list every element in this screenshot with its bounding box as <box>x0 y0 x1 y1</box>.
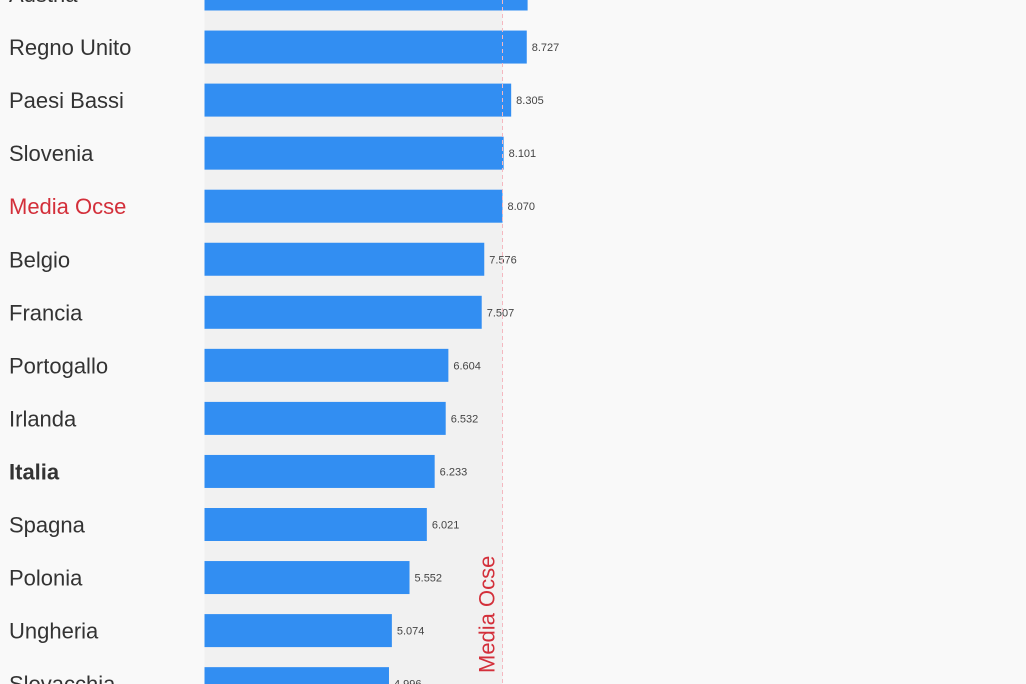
reference-line-label: Media Ocse <box>475 556 500 673</box>
value-label: 6.021 <box>432 520 460 532</box>
bar <box>204 614 392 648</box>
category-label: Irlanda <box>9 406 77 431</box>
bar <box>204 401 446 435</box>
category-label: Polonia <box>9 566 83 591</box>
bar <box>204 454 435 488</box>
bars-group: Austria Regno Unito 8.727 Paesi Bassi 8.305 S… <box>9 0 559 684</box>
value-label: 5.552 <box>415 573 443 585</box>
category-label: Paesi Bassi <box>9 88 124 113</box>
bar <box>204 189 503 223</box>
category-label: Regno Unito <box>9 35 131 60</box>
category-label: Belgio <box>9 247 70 272</box>
category-label: Spagna <box>9 513 86 538</box>
bar <box>204 295 482 329</box>
category-label: Francia <box>9 300 83 325</box>
bar <box>204 83 512 117</box>
bar <box>204 30 527 64</box>
value-label: 7.507 <box>487 307 515 319</box>
bar <box>204 508 427 541</box>
value-label: 4.996 <box>394 679 422 684</box>
category-label: Slovacchia <box>9 672 116 684</box>
value-label: 5.074 <box>397 626 425 638</box>
category-label: Austria <box>9 0 78 7</box>
category-label: Media Ocse <box>9 194 126 219</box>
category-label: Ungheria <box>9 619 99 644</box>
value-label: 6.233 <box>440 466 468 478</box>
value-label: 7.576 <box>489 254 517 266</box>
bar <box>204 242 485 276</box>
bar <box>204 667 389 684</box>
category-label: Slovenia <box>9 141 94 166</box>
value-label: 8.305 <box>516 95 544 107</box>
bar <box>204 348 449 382</box>
value-label: 8.070 <box>508 201 536 213</box>
bar <box>204 561 410 595</box>
value-label: 8.727 <box>532 42 560 54</box>
value-label: 6.604 <box>453 360 481 372</box>
value-label: 8.101 <box>509 148 537 160</box>
category-label: Italia <box>9 459 60 484</box>
bar <box>204 136 504 170</box>
value-label: 6.532 <box>451 413 479 425</box>
category-label: Portogallo <box>9 353 108 378</box>
bar <box>204 0 528 11</box>
